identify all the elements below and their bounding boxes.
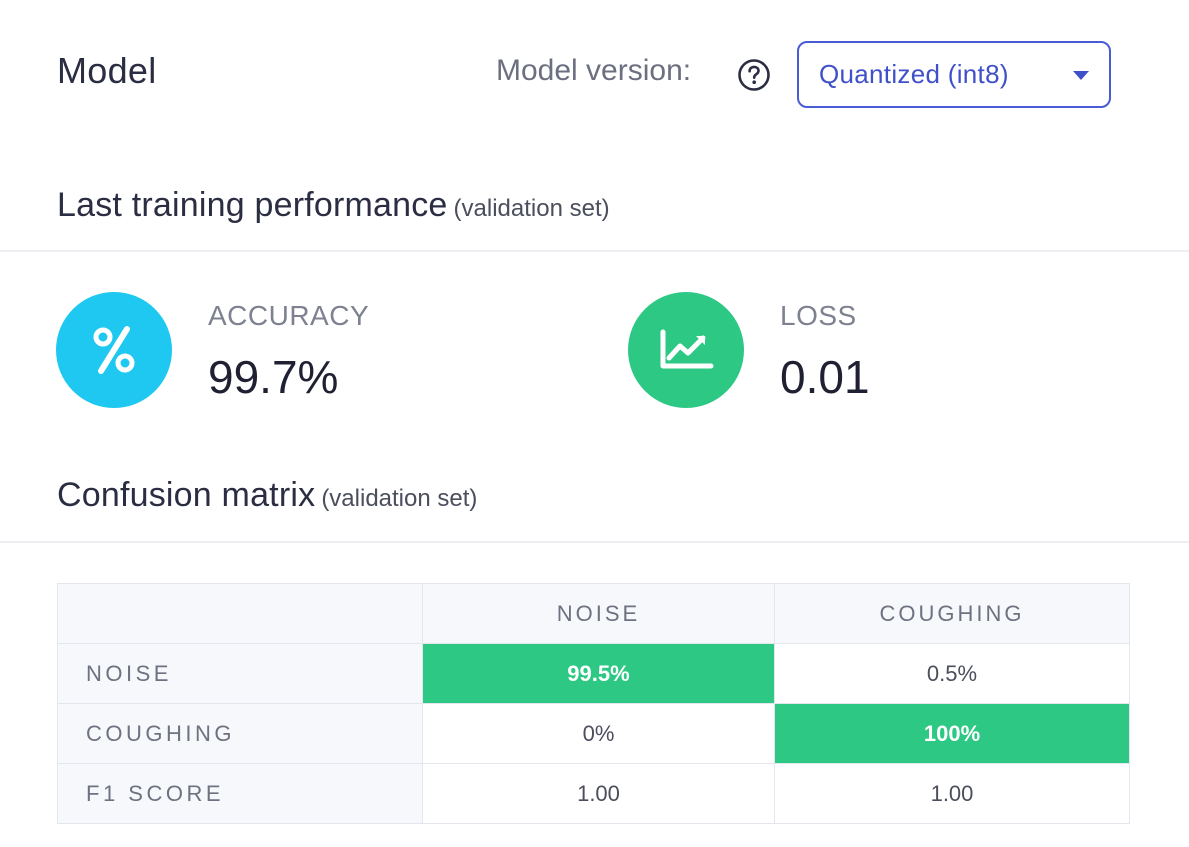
- table-corner-cell: [57, 583, 423, 644]
- confusion-heading: Confusion matrix (validation set): [57, 476, 477, 515]
- performance-heading: Last training performance (validation set…: [57, 186, 610, 225]
- table-row: F1 SCORE 1.00 1.00: [57, 763, 1130, 824]
- matrix-cell: 1.00: [774, 763, 1130, 824]
- model-version-value: Quantized (int8): [819, 59, 1009, 89]
- matrix-cell: 0.5%: [774, 643, 1130, 704]
- caret-down-icon: [1073, 71, 1089, 80]
- matrix-cell: 0%: [422, 703, 775, 764]
- confusion-heading-title: Confusion matrix: [57, 476, 316, 514]
- model-header: Model Model version: Quantized (int8): [0, 0, 1189, 150]
- accuracy-value: 99.7%: [208, 351, 339, 403]
- confusion-heading-sub: (validation set): [321, 485, 478, 512]
- percent-icon: [93, 326, 135, 374]
- divider: [0, 541, 1189, 543]
- column-header: NOISE: [422, 583, 775, 644]
- matrix-cell: 100%: [774, 703, 1130, 764]
- loss-badge: [628, 292, 744, 408]
- performance-heading-sub: (validation set): [453, 195, 610, 222]
- table-row: COUGHING 0% 100%: [57, 703, 1130, 764]
- column-header: COUGHING: [774, 583, 1130, 644]
- accuracy-badge: [56, 292, 172, 408]
- table-row: NOISE 99.5% 0.5%: [57, 643, 1130, 704]
- performance-heading-title: Last training performance: [57, 186, 448, 224]
- divider: [0, 250, 1189, 252]
- matrix-cell: 1.00: [422, 763, 775, 824]
- table-header-row: NOISE COUGHING: [57, 583, 1130, 644]
- model-version-label: Model version:: [496, 54, 692, 87]
- row-header: F1 SCORE: [57, 763, 423, 824]
- row-header: NOISE: [57, 643, 423, 704]
- loss-metric: LOSS 0.01: [628, 292, 1048, 410]
- row-header: COUGHING: [57, 703, 423, 764]
- confusion-matrix-table: NOISE COUGHING NOISE 99.5% 0.5% COUGHING…: [57, 583, 1130, 824]
- loss-value: 0.01: [780, 351, 870, 403]
- accuracy-label: ACCURACY: [208, 300, 370, 331]
- question-circle-icon[interactable]: [737, 58, 771, 92]
- chart-line-icon: [660, 329, 714, 369]
- matrix-cell: 99.5%: [422, 643, 775, 704]
- page-title: Model: [57, 50, 157, 91]
- loss-label: LOSS: [780, 300, 857, 331]
- model-version-select[interactable]: Quantized (int8): [797, 41, 1111, 108]
- accuracy-metric: ACCURACY 99.7%: [56, 292, 476, 410]
